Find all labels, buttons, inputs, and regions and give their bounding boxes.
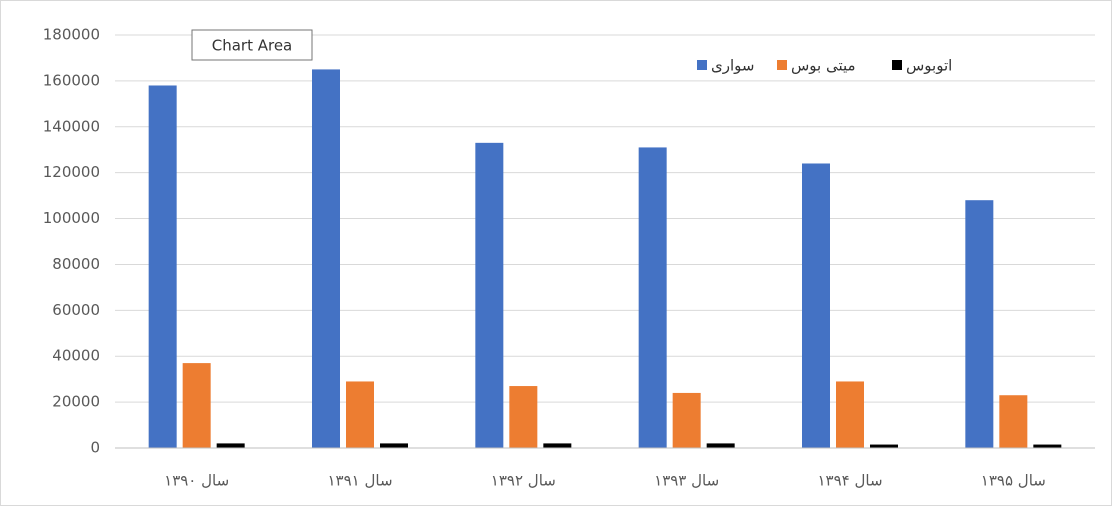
y-tick-label: 80000: [52, 255, 100, 273]
legend-swatch: [892, 60, 902, 70]
legend-label: میتی بوس: [791, 57, 856, 75]
y-tick-label: 120000: [43, 163, 100, 181]
bar: [999, 395, 1028, 448]
y-tick-label: 180000: [43, 26, 100, 44]
y-tick-label: 100000: [43, 209, 100, 227]
bar: [216, 443, 245, 448]
bar: [182, 363, 211, 448]
bar: [380, 443, 408, 448]
bar: [346, 381, 374, 448]
bar: [836, 381, 864, 448]
bar: [475, 142, 504, 449]
y-tick-label: 60000: [52, 301, 100, 319]
bar: [509, 386, 538, 448]
tooltip-text: Chart Area: [212, 37, 293, 55]
tooltip: Chart Area: [191, 29, 313, 61]
legend-swatch: [777, 60, 787, 70]
x-tick-label: سال ۱۳۹۰: [164, 472, 229, 490]
x-tick-label: سال ۱۳۹۴: [817, 472, 882, 490]
bar: [148, 85, 177, 448]
y-tick-label: 20000: [52, 393, 100, 411]
y-tick-label: 0: [90, 439, 100, 457]
bar: [706, 443, 735, 448]
x-tick-label: سال ۱۳۹۳: [654, 472, 719, 490]
legend-label: سواری: [711, 57, 754, 75]
legend-swatch: [697, 60, 707, 70]
bar: [638, 147, 667, 448]
bar: [965, 200, 994, 448]
bar: [672, 392, 701, 448]
tooltip-box: [191, 29, 313, 61]
x-tick-label: سال ۱۳۹۵: [981, 472, 1046, 490]
bar: [312, 69, 340, 449]
y-tick-label: 160000: [43, 71, 100, 89]
x-tick-label: سال ۱۳۹۲: [491, 472, 556, 490]
bar: [870, 444, 898, 448]
legend-label: اتوبوس: [906, 57, 952, 75]
y-tick-label: 40000: [52, 347, 100, 365]
bar: [1033, 444, 1062, 448]
bar: [802, 163, 830, 448]
bar: [543, 443, 572, 448]
y-tick-label: 140000: [43, 117, 100, 135]
x-tick-label: سال ۱۳۹۱: [327, 472, 392, 490]
